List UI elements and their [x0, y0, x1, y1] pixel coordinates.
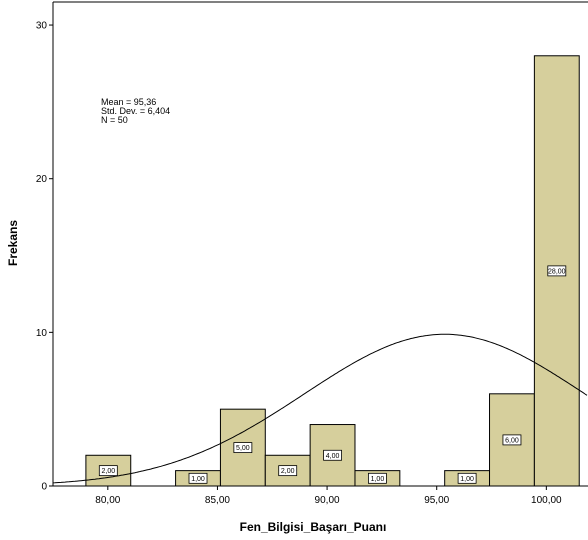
x-tick-label: 90,00: [315, 495, 340, 506]
axes-layer: 0 10 20 30 80,00 85,00 90,00 95,00 100,00: [36, 1, 588, 506]
stats-std-dev: Std. Dev. = 6,404: [101, 106, 170, 116]
bar-label-box: [278, 465, 298, 477]
bar-label: 6,00: [505, 437, 519, 444]
bar-label-box: [368, 472, 387, 484]
x-tick-label: 100,00: [531, 495, 562, 506]
stats-mean: Mean = 95,36: [101, 97, 156, 107]
bar-label: 1,00: [371, 476, 385, 483]
y-tick-label: 0: [41, 482, 47, 493]
bars-layer: [85, 55, 580, 487]
x-axis-title: Fen_Bilgisi_Başarı_Puanı: [240, 520, 387, 534]
bar-label: 1,00: [460, 476, 474, 483]
bar-label: 2,00: [281, 468, 295, 475]
bar-labels-layer: 2,00 1,00 5,00 2,00 4,00 1,00 1,00 6,00 28,00: [98, 265, 567, 484]
bar-label-box: [547, 265, 567, 277]
bar-label: 28,00: [548, 268, 566, 275]
y-tick-label: 30: [36, 21, 48, 32]
bar-label: 1,00: [191, 476, 205, 483]
x-tick-label: 85,00: [205, 495, 230, 506]
bar-label: 2,00: [102, 468, 116, 475]
bar-label-box: [323, 449, 342, 461]
bar-label-box: [98, 465, 118, 477]
bar-label: 5,00: [236, 445, 250, 452]
y-tick-label: 20: [36, 174, 48, 185]
bar-label-box: [457, 472, 477, 484]
x-tick-label: 80,00: [95, 495, 120, 506]
x-tick-label: 95,00: [424, 495, 449, 506]
y-tick-label: 10: [36, 328, 48, 339]
bar-label-box: [502, 434, 522, 446]
bar-label-box: [233, 442, 253, 453]
stats-n: N = 50: [101, 115, 128, 125]
y-axis-title: Frekans: [6, 220, 20, 266]
bar-label: 4,00: [326, 453, 340, 460]
normal-curve: [52, 333, 588, 484]
bar-label-box: [188, 472, 208, 484]
